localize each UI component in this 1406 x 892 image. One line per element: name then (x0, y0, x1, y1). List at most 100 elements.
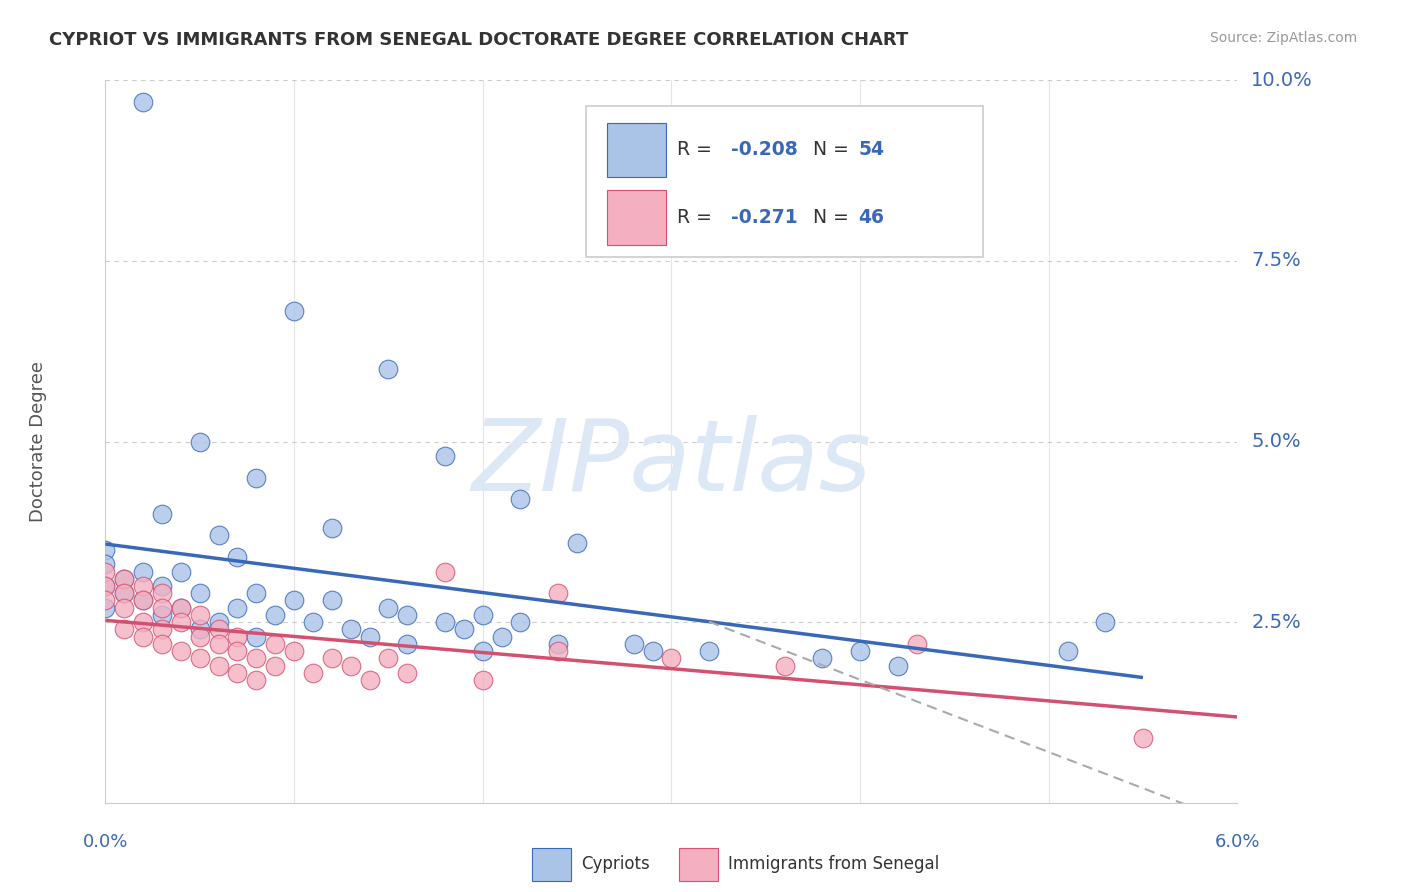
Point (887, 658, 910, 673)
Point (94, 579, 117, 593)
Point (396, 607, 419, 622)
Point (547, 637, 569, 651)
Point (547, 644, 569, 658)
Point (188, 630, 211, 644)
Point (283, 644, 305, 658)
Point (150, 623, 173, 637)
Point (226, 644, 249, 658)
Point (697, 644, 720, 658)
Text: N =: N = (813, 140, 855, 159)
Point (208, 658, 231, 673)
Text: Doctorate Degree: Doctorate Degree (28, 361, 46, 522)
Point (188, 651, 211, 665)
Point (94, 558, 117, 572)
Point (433, 449, 456, 463)
FancyBboxPatch shape (679, 847, 718, 880)
Point (339, 623, 361, 637)
Point (132, 565, 155, 579)
Text: 46: 46 (858, 208, 884, 227)
Point (226, 600, 249, 615)
Point (509, 615, 531, 630)
Point (359, 630, 381, 644)
FancyBboxPatch shape (586, 105, 983, 257)
Point (264, 637, 287, 651)
Point (283, 593, 305, 607)
Point (226, 665, 249, 680)
Point (1132, 731, 1154, 745)
Point (132, 630, 155, 644)
Point (170, 600, 193, 615)
Point (302, 615, 325, 630)
Point (112, 572, 135, 586)
Point (321, 651, 343, 665)
Point (150, 607, 173, 622)
Point (132, 579, 155, 593)
Point (170, 644, 193, 658)
Point (132, 593, 155, 607)
Point (150, 637, 173, 651)
Point (905, 637, 928, 651)
Text: Immigrants from Senegal: Immigrants from Senegal (728, 855, 939, 873)
Point (661, 651, 683, 665)
Text: 7.5%: 7.5% (1251, 252, 1301, 270)
Text: R =: R = (678, 208, 718, 227)
Point (849, 644, 872, 658)
Point (321, 593, 343, 607)
Point (623, 637, 645, 651)
Text: 0.0%: 0.0% (83, 833, 128, 851)
Text: Cypriots: Cypriots (581, 855, 650, 873)
Text: CYPRIOT VS IMMIGRANTS FROM SENEGAL DOCTORATE DEGREE CORRELATION CHART: CYPRIOT VS IMMIGRANTS FROM SENEGAL DOCTO… (49, 31, 908, 49)
Text: 10.0%: 10.0% (1251, 70, 1313, 90)
Point (433, 565, 456, 579)
Point (321, 521, 343, 535)
Point (471, 607, 494, 622)
Point (112, 623, 135, 637)
Point (453, 623, 475, 637)
Point (359, 673, 381, 687)
Text: 54: 54 (858, 140, 884, 159)
Text: N =: N = (813, 208, 855, 227)
FancyBboxPatch shape (607, 191, 665, 244)
Point (112, 586, 135, 600)
Point (471, 644, 494, 658)
Point (188, 607, 211, 622)
Text: -0.208: -0.208 (731, 140, 799, 159)
Point (208, 623, 231, 637)
Point (396, 665, 419, 680)
FancyBboxPatch shape (607, 122, 665, 177)
Point (188, 623, 211, 637)
Point (773, 658, 796, 673)
Point (170, 565, 193, 579)
Point (264, 607, 287, 622)
Point (208, 615, 231, 630)
Point (471, 673, 494, 687)
Point (94, 600, 117, 615)
Point (245, 651, 267, 665)
Point (150, 600, 173, 615)
Point (396, 637, 419, 651)
Text: 2.5%: 2.5% (1251, 613, 1301, 632)
Point (150, 586, 173, 600)
Point (94, 542, 117, 557)
Point (170, 615, 193, 630)
Point (377, 651, 399, 665)
Point (1056, 644, 1078, 658)
Point (150, 507, 173, 521)
Point (188, 586, 211, 600)
Point (94, 593, 117, 607)
Point (547, 586, 569, 600)
Point (283, 304, 305, 318)
Text: R =: R = (678, 140, 718, 159)
Text: ZIPatlas: ZIPatlas (471, 415, 872, 512)
Point (245, 471, 267, 485)
Point (1094, 615, 1116, 630)
Point (132, 95, 155, 109)
Point (132, 593, 155, 607)
Point (170, 600, 193, 615)
Point (245, 673, 267, 687)
Point (811, 651, 834, 665)
Point (377, 362, 399, 376)
Point (226, 630, 249, 644)
Point (245, 586, 267, 600)
Text: Source: ZipAtlas.com: Source: ZipAtlas.com (1209, 31, 1357, 45)
